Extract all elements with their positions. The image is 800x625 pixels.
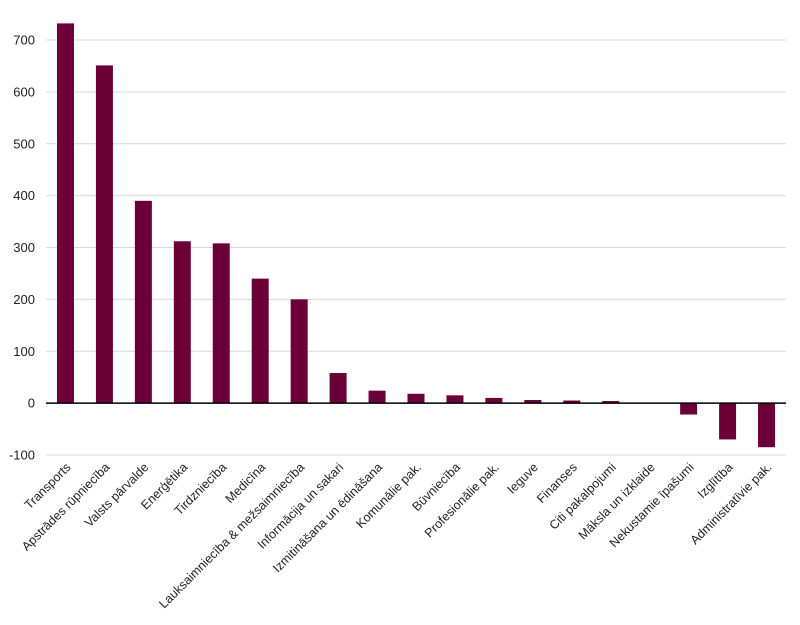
bar bbox=[212, 243, 230, 404]
y-tick-label: 500 bbox=[13, 136, 35, 151]
category-label: Lauksaimniecība & mežsaimniecība bbox=[156, 460, 307, 611]
bar bbox=[563, 400, 581, 404]
y-tick-label: 600 bbox=[13, 84, 35, 99]
gridlines bbox=[46, 39, 786, 456]
bar bbox=[290, 299, 308, 404]
category-label: Ieguve bbox=[505, 460, 541, 496]
y-tick-label: 400 bbox=[13, 188, 35, 203]
bar bbox=[251, 278, 269, 404]
bar bbox=[173, 241, 191, 404]
bar bbox=[524, 400, 542, 404]
y-tick-label: 100 bbox=[13, 344, 35, 359]
y-axis-tick-labels: -100 0 100 200 300 400 500 600 700 bbox=[9, 33, 35, 463]
y-tick-label: 200 bbox=[13, 292, 35, 307]
category-label: Citi pakalpojumi bbox=[547, 460, 619, 532]
y-tick-label: 700 bbox=[13, 33, 35, 48]
bar bbox=[719, 403, 737, 440]
bar bbox=[329, 373, 347, 404]
bar bbox=[407, 393, 425, 404]
bar bbox=[134, 200, 152, 404]
y-tick-label: 0 bbox=[28, 396, 35, 411]
bar bbox=[485, 397, 503, 404]
bar bbox=[602, 401, 620, 404]
y-tick-label: 300 bbox=[13, 240, 35, 255]
bar bbox=[680, 403, 698, 415]
bar bbox=[368, 390, 386, 404]
bar bbox=[758, 403, 776, 448]
bars bbox=[56, 23, 776, 448]
category-label: Profesionālie pak. bbox=[422, 460, 502, 540]
bar bbox=[56, 23, 74, 404]
bar bbox=[95, 65, 113, 404]
bar bbox=[446, 395, 464, 404]
y-tick-label: -100 bbox=[9, 448, 35, 463]
